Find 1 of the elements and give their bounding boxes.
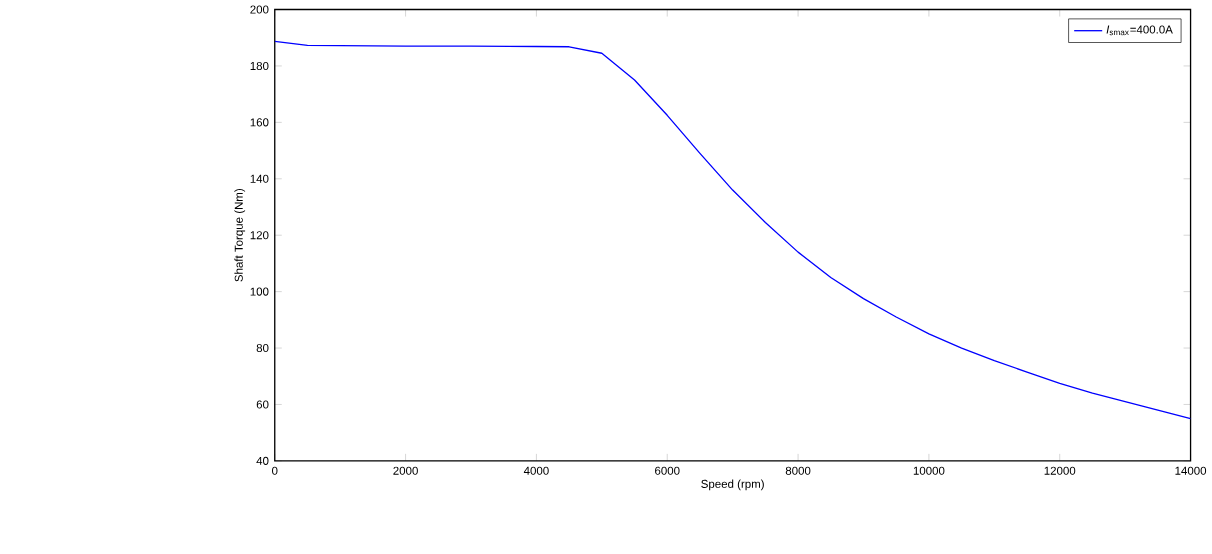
- line-series: [274, 40, 1191, 420]
